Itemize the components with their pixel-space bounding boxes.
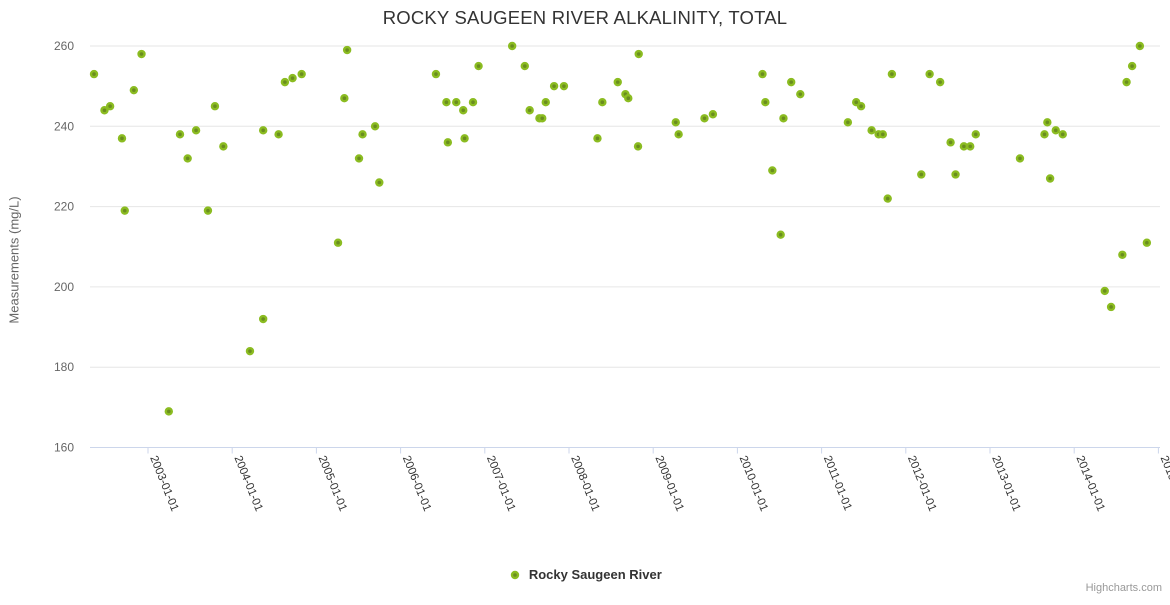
svg-text:180: 180 (54, 360, 74, 374)
svg-text:2004-01-01: 2004-01-01 (231, 454, 264, 513)
svg-text:240: 240 (54, 119, 74, 133)
svg-text:2007-01-01: 2007-01-01 (484, 454, 517, 513)
svg-text:2006-01-01: 2006-01-01 (400, 454, 433, 513)
svg-text:220: 220 (54, 200, 74, 214)
svg-text:2005-01-01: 2005-01-01 (316, 454, 349, 513)
svg-text:2013-01-01: 2013-01-01 (989, 454, 1022, 513)
svg-text:2014-01-01: 2014-01-01 (1073, 454, 1106, 513)
svg-text:260: 260 (54, 39, 74, 53)
svg-text:200: 200 (54, 280, 74, 294)
svg-text:2008-01-01: 2008-01-01 (568, 454, 601, 513)
svg-text:2012-01-01: 2012-01-01 (905, 454, 938, 513)
svg-text:2011-01-01: 2011-01-01 (821, 454, 854, 512)
svg-text:2003-01-01: 2003-01-01 (147, 454, 180, 513)
svg-text:2015-01-01: 2015-01-01 (1158, 454, 1170, 513)
svg-text:2010-01-01: 2010-01-01 (737, 454, 770, 513)
svg-text:160: 160 (54, 441, 74, 455)
svg-text:2009-01-01: 2009-01-01 (652, 454, 685, 513)
